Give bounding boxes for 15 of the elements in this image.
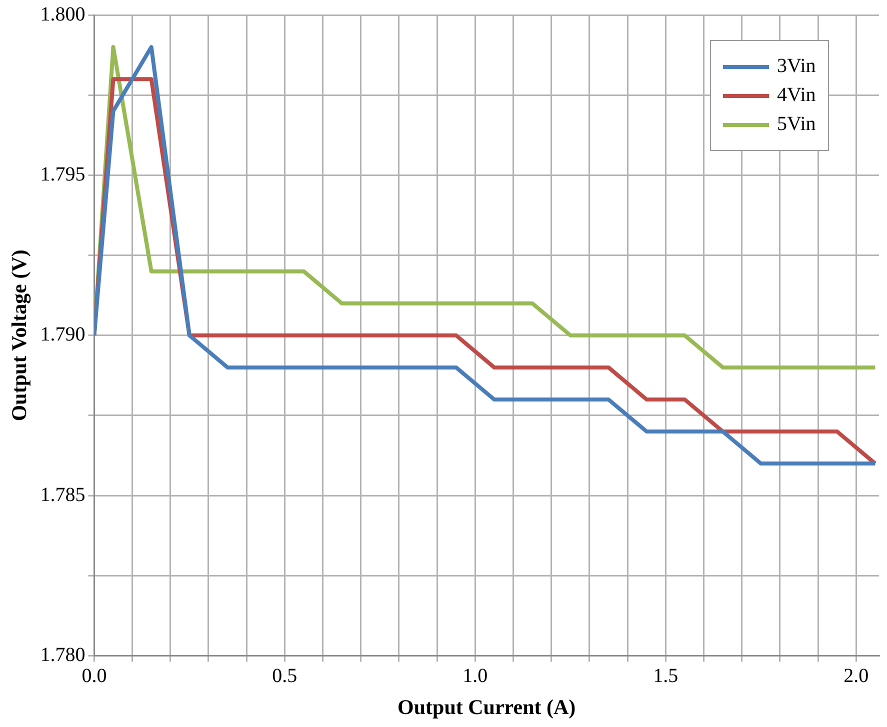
legend-label: 3Vin: [777, 55, 816, 78]
legend-label: 4Vin: [777, 84, 816, 107]
y-tick-label: 1.795: [40, 163, 86, 186]
y-tick-label: 1.800: [40, 3, 86, 26]
y-tick-label: 1.790: [40, 324, 86, 346]
y-tick-label: 1.780: [40, 644, 86, 666]
x-tick-label: 1.5: [653, 665, 678, 688]
x-tick-label: 2.0: [844, 665, 869, 688]
legend-label: 5Vin: [777, 113, 816, 136]
x-axis-title: Output Current (A): [398, 694, 576, 719]
x-tick-label: 0.0: [82, 665, 107, 688]
y-tick-label: 1.785: [40, 484, 86, 506]
x-tick-label: 0.5: [272, 665, 298, 688]
y-axis-title: Output Voltage (V): [7, 250, 32, 422]
x-tick-label: 1.0: [462, 665, 488, 688]
